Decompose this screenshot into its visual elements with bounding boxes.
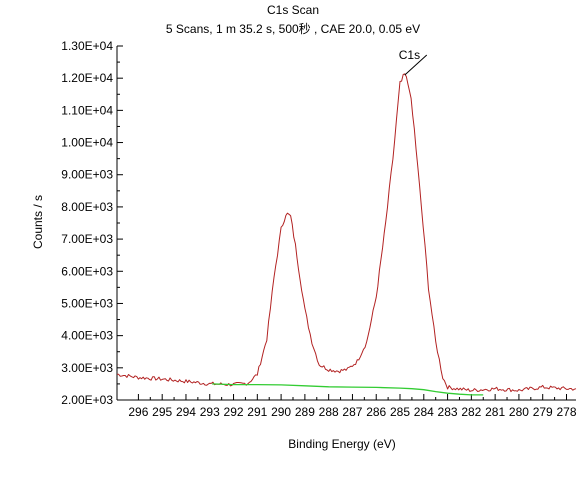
annotation-group: C1s	[399, 48, 428, 76]
x-tick-label: 284	[414, 405, 434, 419]
x-tick-label: 292	[224, 405, 244, 419]
x-tick-label: 289	[295, 405, 315, 419]
x-tick-label: 285	[390, 405, 410, 419]
y-tick-group: 2.00E+03 3.00E+03 4.00E+03 5.00E+03 6.00E+03…	[61, 39, 123, 407]
annotation-leader-line	[404, 54, 428, 76]
x-tick-label: 290	[271, 405, 291, 419]
y-tick-label: 1.10E+04	[61, 103, 113, 117]
x-axis-label: Binding Energy (eV)	[288, 437, 395, 451]
y-axis-label: Counts / s	[31, 195, 45, 249]
y-tick-label: 1.30E+04	[61, 39, 113, 53]
x-tick-label: 288	[319, 405, 339, 419]
x-tick-label: 279	[533, 405, 553, 419]
x-tick-label: 282	[461, 405, 481, 419]
y-tick-label: 3.00E+03	[61, 361, 113, 375]
y-tick-label: 1.00E+04	[61, 136, 113, 150]
background-line	[212, 383, 484, 396]
y-tick-label: 1.20E+04	[61, 71, 113, 85]
x-tick-label: 278	[556, 405, 576, 419]
x-tick-label: 280	[509, 405, 529, 419]
chart-subtitle: 5 Scans, 1 m 35.2 s, 500秒 , CAE 20.0, 0.…	[165, 22, 421, 36]
x-tick-label: 296	[128, 405, 148, 419]
x-tick-label: 293	[200, 405, 220, 419]
x-tick-group: 296 295 294 293 292 291 290 289 288 287 286 285 284 2…	[128, 394, 577, 419]
chart-title: C1s Scan	[266, 3, 320, 17]
spectrum-line	[117, 73, 577, 393]
y-tick-label: 4.00E+03	[61, 329, 113, 343]
x-tick-label: 294	[176, 405, 196, 419]
x-tick-label: 286	[366, 405, 386, 419]
series-group	[117, 73, 577, 396]
x-tick-label: 283	[438, 405, 458, 419]
y-tick-label: 9.00E+03	[61, 168, 113, 182]
x-tick-label: 287	[342, 405, 362, 419]
x-tick-label: 281	[485, 405, 505, 419]
y-tick-label: 5.00E+03	[61, 296, 113, 310]
y-tick-label: 8.00E+03	[61, 200, 113, 214]
y-tick-label: 7.00E+03	[61, 232, 113, 246]
y-tick-label: 2.00E+03	[61, 393, 113, 407]
x-tick-label: 291	[247, 405, 267, 419]
annotation-label: C1s	[399, 48, 420, 62]
x-tick-label: 295	[152, 405, 172, 419]
y-tick-label: 6.00E+03	[61, 264, 113, 278]
